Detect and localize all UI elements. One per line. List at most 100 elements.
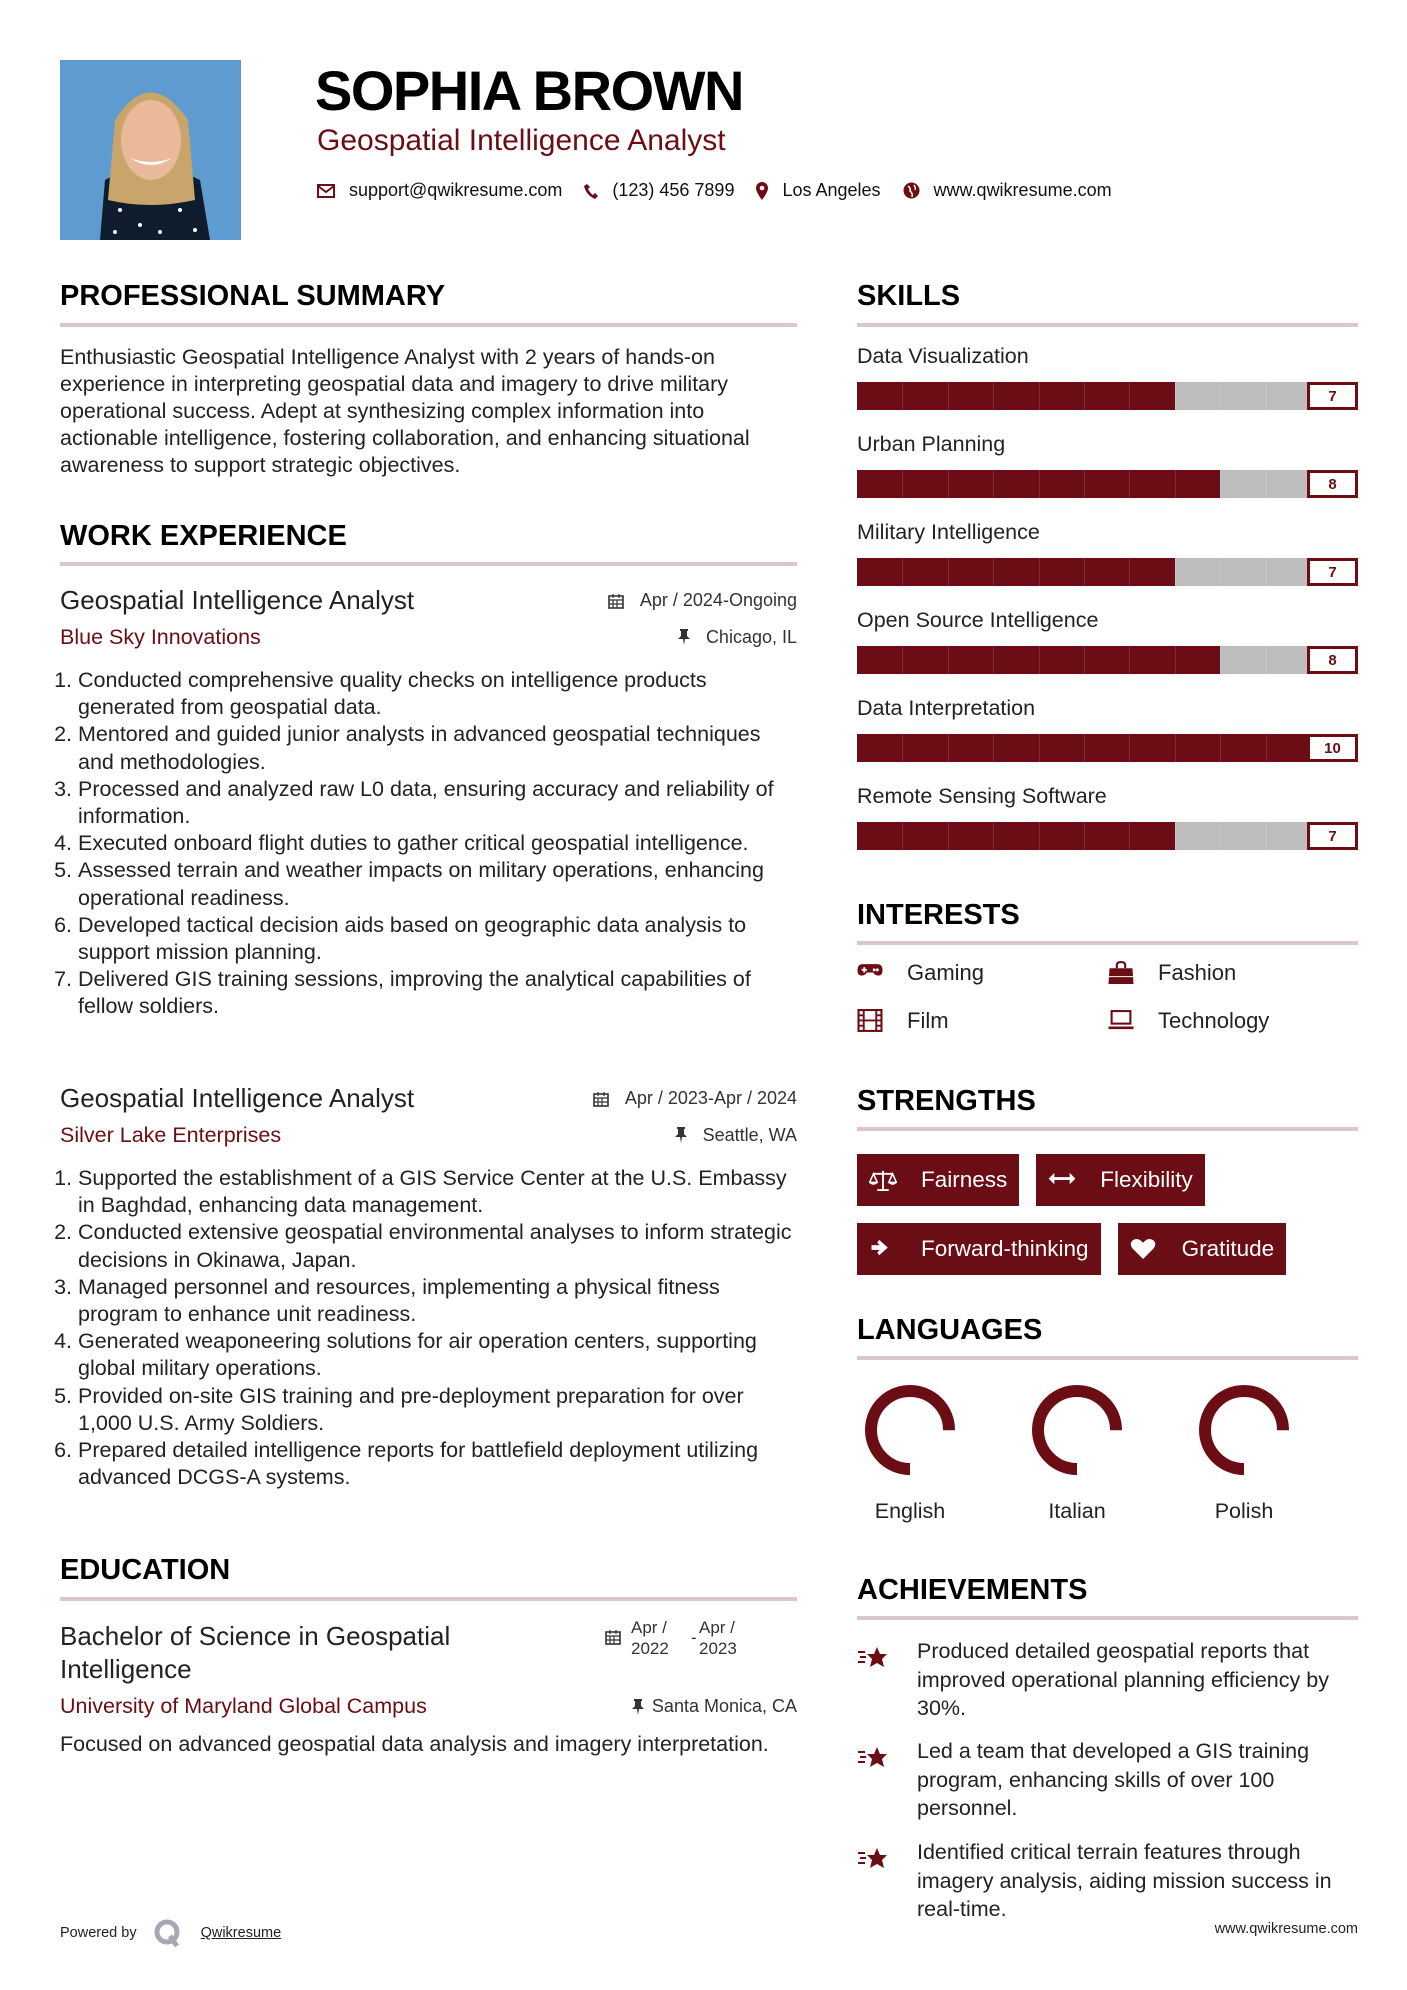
star-trail-icon (857, 1843, 903, 1924)
star-trail-icon (857, 1642, 903, 1723)
calendar-icon (593, 1091, 617, 1107)
language-item: English (835, 1380, 985, 1524)
bullet-item: Assessed terrain and weather impacts on … (78, 857, 797, 911)
skill-bar-segment-divider (1038, 646, 1040, 674)
skill-bar-fill (857, 734, 1311, 762)
bullet-item: Provided on-site GIS training and pre-de… (78, 1383, 797, 1437)
interest-label: Gaming (907, 960, 985, 985)
job-bullets: Conducted comprehensive quality checks o… (60, 667, 797, 1021)
language-item: Polish (1169, 1380, 1319, 1524)
strength-label: Flexibility (1100, 1167, 1193, 1192)
skill-bar: 8 (857, 470, 1358, 498)
interest-label: Fashion (1158, 960, 1237, 985)
envelope-icon (317, 183, 335, 198)
skill-value: 8 (1307, 470, 1358, 498)
skills-list: Data Visualization 7 Urban Planning 8 Milita… (857, 344, 1358, 872)
job-dates: Apr / 2024-Ongoing (608, 590, 797, 611)
skill-bar-segment-divider (902, 382, 904, 410)
interest-label: Film (907, 1008, 949, 1033)
start-year: 2022 (631, 1639, 669, 1658)
language-level-ring (1199, 1385, 1289, 1475)
language-label: Polish (1214, 1499, 1274, 1523)
job-location-text: Chicago, IL (705, 626, 797, 647)
job-bullets: Supported the establishment of a GIS Ser… (60, 1165, 797, 1491)
start-month: Apr / (631, 1618, 667, 1637)
qwikresume-link[interactable]: Qwikresume (200, 1925, 282, 1941)
interest-label: Technology (1158, 1008, 1270, 1033)
skill-value: 7 (1307, 382, 1358, 410)
skill-bar-segment-divider (1220, 734, 1222, 762)
interest-item: Technology (1108, 1008, 1269, 1034)
achievement-text: Produced detailed geospatial reports tha… (917, 1639, 1329, 1720)
skill-bar-segment-divider (1174, 558, 1176, 586)
shopping-bag-icon (1108, 961, 1146, 985)
contact-location: Los Angeles (756, 180, 881, 201)
job-location: Chicago, IL (676, 627, 797, 648)
strength-label: Forward-thinking (921, 1236, 1089, 1261)
achievement-item: Identified critical terrain features thr… (857, 1838, 1358, 1924)
skill-bar-segment-divider (902, 470, 904, 498)
language-label: Italian (1048, 1499, 1106, 1523)
skill-item: Data Visualization 7 (857, 344, 1358, 410)
skill-bar: 7 (857, 382, 1358, 410)
contact-website[interactable]: www.qwikresume.com (903, 180, 1112, 201)
skill-bar-segment-divider (993, 734, 995, 762)
interests-heading: INTERESTS (857, 899, 1020, 931)
section-divider (857, 1356, 1358, 1360)
skill-bar-segment-divider (993, 470, 995, 498)
powered-by: Powered by Qwikresume (60, 1918, 281, 1948)
candidate-title: Geospatial Intelligence Analyst (317, 124, 726, 157)
bullet-item: Supported the establishment of a GIS Ser… (78, 1165, 797, 1219)
skill-bar-segment-divider (947, 646, 949, 674)
skill-bar-segment-divider (947, 734, 949, 762)
skill-value: 7 (1307, 822, 1358, 850)
skill-bar-segment-divider (993, 382, 995, 410)
section-divider (60, 323, 797, 327)
strength-chip: Gratitude (1117, 1223, 1287, 1275)
skill-bar: 10 (857, 734, 1358, 762)
skill-label: Data Visualization (857, 344, 1029, 368)
achievements-heading: ACHIEVEMENTS (857, 1574, 1088, 1606)
skill-label: Data Interpretation (857, 696, 1036, 720)
skill-value: 8 (1307, 646, 1358, 674)
skill-bar-segment-divider (1174, 646, 1176, 674)
skill-bar-segment-divider (993, 558, 995, 586)
arrow-right-icon (869, 1238, 909, 1260)
pushpin-icon (631, 1698, 644, 1715)
map-pin-icon (756, 181, 769, 200)
strengths-list: Fairness Flexibility Forward-thinking Grati… (857, 1154, 1358, 1275)
skill-bar-segment-divider (1265, 822, 1267, 850)
interest-item: Gaming (857, 960, 984, 986)
skill-label: Urban Planning (857, 432, 1006, 456)
skill-bar-segment-divider (902, 822, 904, 850)
end-year: 2023 (699, 1639, 737, 1658)
job-location: Seattle, WA (673, 1125, 797, 1146)
footer-website[interactable]: www.qwikresume.com (1214, 1921, 1358, 1937)
contact-phone[interactable]: (123) 456 7899 (584, 180, 734, 201)
skill-bar-segment-divider (1129, 646, 1131, 674)
qwikresume-logo-icon (154, 1919, 180, 1948)
job-title: Geospatial Intelligence Analyst (60, 585, 415, 615)
job-title: Geospatial Intelligence Analyst (60, 1083, 415, 1113)
website-text[interactable]: www.qwikresume.com (933, 180, 1112, 200)
skill-label: Military Intelligence (857, 520, 1040, 544)
skill-bar: 8 (857, 646, 1358, 674)
skill-bar-segment-divider (1084, 646, 1085, 674)
calendar-icon (605, 1630, 621, 1645)
skill-item: Open Source Intelligence 8 (857, 608, 1358, 674)
language-level-arc (1032, 1385, 1122, 1475)
skill-bar-segment-divider (1129, 382, 1131, 410)
skill-bar-segment-divider (1038, 470, 1040, 498)
skill-bar-segment-divider (1220, 646, 1222, 674)
location-text: Los Angeles (782, 180, 881, 200)
skill-item: Urban Planning 8 (857, 432, 1358, 498)
contact-email[interactable]: support@qwikresume.com (317, 180, 562, 201)
skill-bar-segment-divider (1265, 734, 1267, 762)
email-text: support@qwikresume.com (349, 180, 563, 200)
education-description: Focused on advanced geospatial data anal… (60, 1732, 769, 1756)
pushpin-icon (676, 629, 700, 645)
skill-bar-segment-divider (1265, 382, 1267, 410)
summary-text: Enthusiastic Geospatial Intelligence Ana… (60, 345, 750, 477)
laptop-icon (1108, 1009, 1146, 1033)
skill-item: Data Interpretation 10 (857, 696, 1358, 762)
